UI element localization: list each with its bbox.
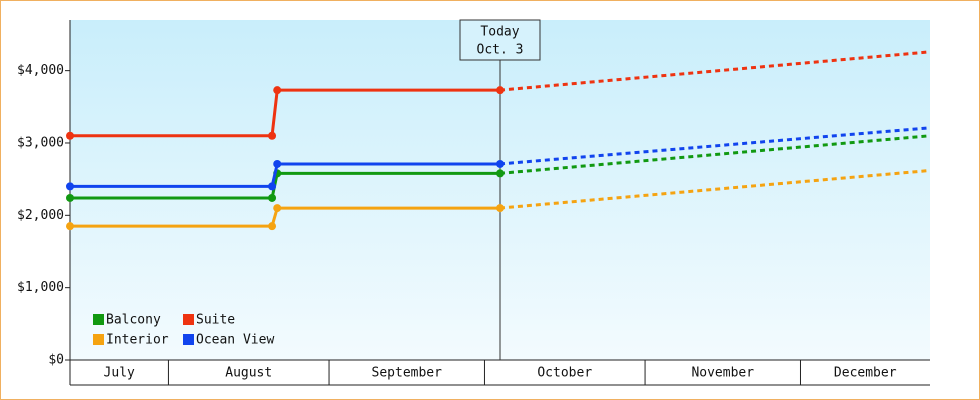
- point: [496, 169, 504, 178]
- legend-swatch: [183, 314, 194, 325]
- x-tick-label: December: [834, 366, 897, 381]
- point: [66, 182, 74, 191]
- legend-label: Balcony: [106, 313, 161, 328]
- series-line: [70, 162, 500, 188]
- legend-swatch: [93, 334, 104, 345]
- point: [496, 204, 504, 213]
- legend-swatch: [93, 314, 104, 325]
- point: [273, 86, 282, 95]
- point: [66, 222, 74, 231]
- point: [268, 182, 277, 191]
- legend-label: Ocean View: [196, 333, 274, 348]
- series-line: [70, 88, 500, 138]
- legend-swatch: [183, 334, 194, 345]
- x-tick-label: July: [104, 366, 135, 381]
- point: [273, 159, 282, 168]
- point: [268, 131, 277, 140]
- point: [66, 131, 74, 140]
- today-label: Today: [480, 25, 519, 40]
- today-label: Oct. 3: [477, 43, 524, 58]
- point: [273, 204, 282, 213]
- x-tick-label: August: [225, 366, 272, 381]
- point: [66, 193, 74, 202]
- legend-label: Interior: [106, 333, 169, 348]
- legend-label: Suite: [196, 313, 235, 328]
- y-tick-label: $4,000: [17, 63, 64, 78]
- point: [268, 193, 277, 202]
- point: [496, 159, 504, 168]
- y-tick-label: $1,000: [17, 280, 64, 295]
- y-tick-label: $3,000: [17, 135, 64, 150]
- point: [268, 222, 277, 231]
- x-tick-label: November: [691, 366, 754, 381]
- series-line: [70, 206, 500, 228]
- y-tick-label: $2,000: [17, 208, 64, 223]
- x-tick-label: October: [537, 366, 592, 381]
- x-tick-label: September: [372, 366, 443, 381]
- today-box: [459, 19, 541, 61]
- point: [496, 86, 504, 95]
- y-tick-label: $0: [48, 353, 64, 368]
